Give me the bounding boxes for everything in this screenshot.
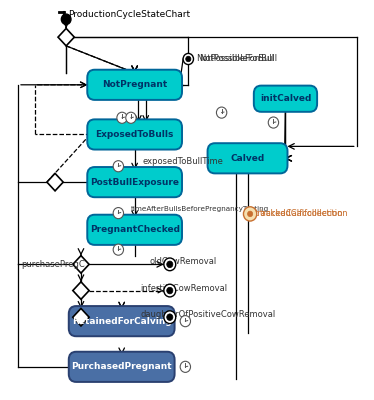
FancyBboxPatch shape [69, 352, 175, 382]
FancyBboxPatch shape [87, 119, 182, 150]
Circle shape [183, 54, 193, 64]
Text: ExposedToBulls: ExposedToBulls [95, 130, 174, 139]
Circle shape [164, 258, 176, 271]
Circle shape [61, 14, 71, 24]
FancyBboxPatch shape [87, 215, 182, 245]
Text: trackedCalfcollection: trackedCalfcollection [260, 210, 348, 218]
Polygon shape [73, 282, 89, 299]
Circle shape [248, 211, 253, 217]
Circle shape [167, 287, 173, 294]
Circle shape [268, 117, 279, 128]
Circle shape [217, 107, 227, 118]
Text: daughterOfPositiveCowRemoval: daughterOfPositiveCowRemoval [140, 310, 275, 319]
Text: timeAfterBullsBeforePregnancyTesting: timeAfterBullsBeforePregnancyTesting [131, 206, 269, 212]
Text: exposedToBullTime: exposedToBullTime [142, 157, 223, 166]
Text: NotPossibleForBull: NotPossibleForBull [196, 54, 275, 64]
Circle shape [180, 361, 190, 372]
FancyBboxPatch shape [69, 306, 175, 336]
Text: ProductionCycleStateChart: ProductionCycleStateChart [68, 10, 190, 19]
Circle shape [186, 56, 191, 62]
Polygon shape [58, 28, 74, 46]
Text: PostBullExposure: PostBullExposure [90, 178, 179, 187]
Circle shape [167, 261, 173, 268]
FancyBboxPatch shape [87, 167, 182, 197]
Circle shape [164, 311, 176, 324]
Circle shape [113, 161, 123, 172]
Text: oldCowRemoval: oldCowRemoval [150, 257, 217, 266]
Circle shape [126, 112, 136, 123]
Text: NotPossibleForBull: NotPossibleForBull [199, 54, 278, 64]
FancyBboxPatch shape [254, 86, 317, 112]
Circle shape [113, 208, 123, 219]
Text: infertileCowRemoval: infertileCowRemoval [140, 284, 227, 293]
Circle shape [167, 314, 173, 320]
Text: Calved: Calved [230, 154, 265, 163]
Text: initCalved: initCalved [260, 94, 311, 103]
Circle shape [180, 316, 190, 327]
Text: RetainedForCalving: RetainedForCalving [72, 317, 172, 326]
Text: PregnantChecked: PregnantChecked [90, 225, 180, 234]
Polygon shape [73, 308, 89, 326]
FancyBboxPatch shape [87, 70, 182, 100]
FancyBboxPatch shape [208, 143, 288, 173]
Circle shape [113, 244, 123, 255]
Circle shape [117, 112, 127, 123]
Text: purchasePregC: purchasePregC [22, 260, 86, 269]
Text: NotPregnant: NotPregnant [102, 80, 167, 89]
Text: trackedCalfcollection: trackedCalfcollection [255, 210, 344, 218]
Polygon shape [47, 173, 63, 191]
Text: PurchasedPregnant: PurchasedPregnant [71, 362, 172, 371]
Polygon shape [73, 256, 89, 273]
Circle shape [164, 284, 176, 297]
Circle shape [243, 207, 257, 221]
